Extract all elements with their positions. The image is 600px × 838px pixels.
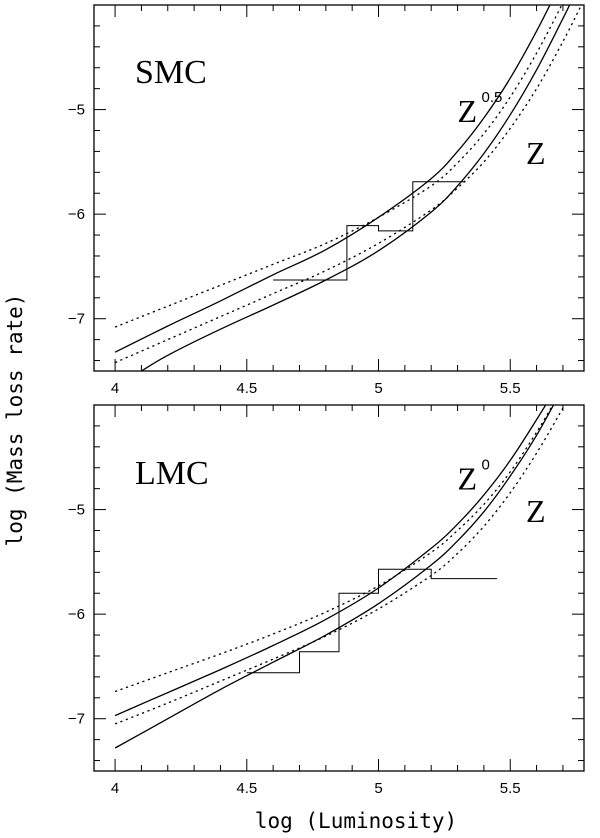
smc-solid-curve-0 bbox=[114, 5, 551, 353]
lmc-tick-labels: 4 4.5 5 5.5 −7 −6 −5 bbox=[68, 502, 521, 797]
lmc-panel-label: LMC bbox=[135, 455, 209, 492]
lmc-x-tick-label: 4 bbox=[111, 780, 119, 797]
smc-x-tick-label: 4.5 bbox=[236, 380, 257, 397]
smc-panel: 4 4.5 5 5.5−7−6−5 SMC Z 0.5Z bbox=[68, 4, 585, 397]
smc-x-tick-label: 5 bbox=[374, 380, 382, 397]
lmc-step-curve-4 bbox=[246, 568, 498, 674]
lmc-x-tick-label: 4.5 bbox=[236, 780, 257, 797]
smc-dotted-curve-2 bbox=[114, 5, 563, 328]
smc-curve-label-upper: Z bbox=[458, 93, 478, 129]
lmc-solid-curve-0 bbox=[114, 405, 547, 717]
smc-step-curve-4 bbox=[273, 181, 466, 281]
lmc-x-tick-label: 5 bbox=[374, 780, 382, 797]
smc-ticks bbox=[94, 4, 584, 371]
lmc-y-tick-label: −5 bbox=[68, 502, 85, 519]
lmc-dotted-curve-2 bbox=[114, 405, 554, 693]
smc-y-tick-label: −7 bbox=[68, 311, 85, 328]
y-axis-title: log (Mass loss rate) bbox=[3, 294, 27, 547]
smc-x-tick-label: 5.5 bbox=[500, 380, 521, 397]
lmc-curve-labels: Z 0Z bbox=[458, 457, 546, 529]
lmc-curve-label-upper: Z bbox=[458, 461, 478, 497]
lmc-dotted-curve-3 bbox=[114, 405, 566, 725]
smc-tick-labels: 4 4.5 5 5.5 −7 −6 −5 bbox=[68, 102, 521, 397]
smc-panel-label: SMC bbox=[135, 54, 207, 91]
lmc-plot-frame bbox=[93, 404, 585, 772]
lmc-y-tick-label: −7 bbox=[68, 711, 85, 728]
smc-curve-label-lower: Z bbox=[526, 135, 546, 171]
lmc-series bbox=[114, 405, 566, 749]
smc-y-tick-label: −5 bbox=[68, 102, 85, 119]
smc-curve-labels: Z 0.5Z bbox=[458, 89, 546, 171]
lmc-panel: 4 4.5 5 5.5−7−6−5 LMC Z 0Z bbox=[68, 404, 585, 797]
smc-series bbox=[114, 5, 583, 371]
smc-plot-frame bbox=[93, 4, 585, 372]
lmc-y-tick-label: −6 bbox=[68, 606, 85, 623]
lmc-curve-label-lower: Z bbox=[526, 493, 546, 529]
smc-y-tick-label: −6 bbox=[68, 206, 85, 223]
smc-solid-curve-1 bbox=[141, 5, 571, 371]
smc-x-tick-label: 4 bbox=[111, 380, 119, 397]
lmc-curve-label-upper-exponent: 0 bbox=[482, 457, 490, 474]
lmc-ticks bbox=[94, 404, 584, 771]
smc-curve-label-upper-exponent: 0.5 bbox=[482, 89, 503, 106]
x-axis-title: log (Luminosity) bbox=[255, 809, 457, 833]
lmc-x-tick-label: 5.5 bbox=[500, 780, 521, 797]
lmc-solid-curve-1 bbox=[114, 405, 555, 749]
